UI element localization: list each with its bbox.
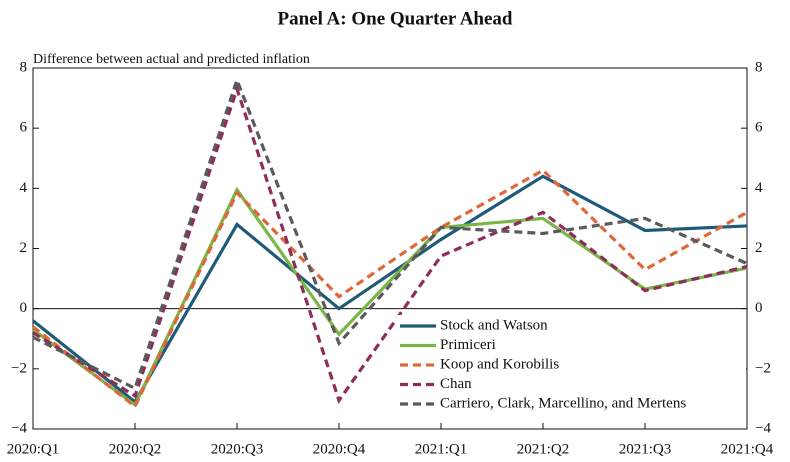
y2-tick-label: 4	[755, 180, 763, 196]
y2-tick-label: −4	[755, 420, 771, 436]
legend-label: Carriero, Clark, Marcellino, and Mertens	[440, 395, 686, 411]
y-tick-label: 0	[20, 300, 28, 316]
y-tick-label: 4	[20, 180, 28, 196]
chart-title: Panel A: One Quarter Ahead	[277, 8, 512, 29]
line-series	[32, 83, 748, 404]
legend-label: Primiceri	[440, 337, 496, 353]
x-tick-label: 2021:Q2	[517, 441, 570, 457]
legend-label: Chan	[440, 376, 472, 392]
y-tick-label: −4	[11, 420, 27, 436]
x-tick-label: 2020:Q2	[109, 441, 162, 457]
y2-tick-label: −2	[755, 360, 771, 376]
y2-tick-label: 6	[755, 120, 763, 136]
x-tick-label: 2021:Q4	[721, 441, 774, 457]
legend-label: Koop and Korobilis	[440, 356, 559, 372]
x-tick-label: 2021:Q3	[619, 441, 672, 457]
y-tick-label: −2	[11, 360, 27, 376]
line-series	[32, 168, 748, 409]
x-tick-label: 2021:Q1	[415, 441, 468, 457]
y-axis-label: Difference between actual and predicted …	[33, 52, 310, 67]
y2-tick-label: 0	[755, 300, 763, 316]
line-series	[32, 75, 748, 391]
y2-tick-label: 8	[755, 59, 763, 75]
legend-label: Stock and Watson	[440, 317, 548, 333]
x-tick-label: 2020:Q4	[313, 441, 366, 457]
y-tick-label: 8	[20, 59, 28, 75]
legend-box	[396, 315, 746, 416]
x-tick-label: 2020:Q3	[211, 441, 264, 457]
y-tick-label: 2	[20, 240, 28, 256]
y2-tick-label: 2	[755, 240, 763, 256]
y-tick-label: 6	[20, 120, 28, 136]
x-tick-label: 2020:Q1	[7, 441, 60, 457]
